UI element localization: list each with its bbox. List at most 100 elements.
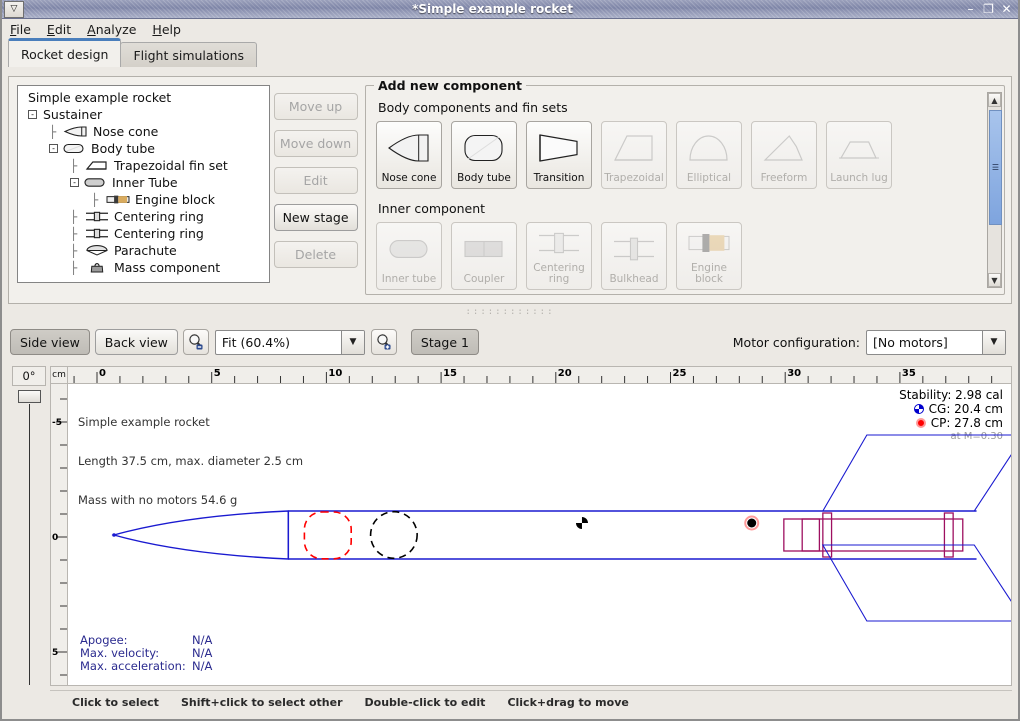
stat-value: N/A [192, 646, 213, 660]
tree-branch-icon: ├ [70, 226, 78, 241]
engine-block-icon [105, 193, 131, 206]
tree-item-inner-tube[interactable]: - Inner Tube [22, 174, 265, 191]
chevron-down-icon[interactable]: ▼ [340, 330, 364, 354]
new-stage-button[interactable]: New stage [273, 204, 358, 231]
tree-toggle-icon[interactable]: - [70, 178, 79, 187]
palette-button-label: Inner tube [381, 273, 437, 285]
chevron-down-icon[interactable]: ▼ [982, 330, 1005, 354]
zoom-in-icon[interactable] [370, 329, 397, 355]
add-new-component-panel: Add new component Body components and fi… [365, 78, 1005, 295]
tab-rocket-design[interactable]: Rocket design [8, 38, 122, 67]
rotation-slider[interactable] [12, 390, 46, 685]
trapezoidal-icon [602, 122, 666, 173]
scroll-up-icon[interactable]: ▲ [988, 93, 1001, 107]
tab-flight-simulations-label: Flight simulations [133, 47, 245, 63]
tree-button-column: Move up Move down Edit New stage Delete [270, 85, 361, 303]
svg-text:0: 0 [99, 368, 106, 379]
inner-component-button-coupler[interactable]: Coupler [451, 222, 517, 290]
motor-configuration-combo[interactable]: [No motors] ▼ [866, 329, 1006, 355]
move-up-button[interactable]: Move up [273, 93, 358, 120]
edit-button[interactable]: Edit [273, 167, 358, 194]
tree-item-mass-component[interactable]: ├ Mass component [22, 259, 265, 276]
minimize-button[interactable]: – [967, 1, 974, 16]
menu-analyze[interactable]: Analyze [87, 21, 137, 37]
palette-button-label: Bulkhead [609, 273, 659, 285]
tree-toggle-icon[interactable]: - [28, 110, 37, 119]
zoom-level-combo[interactable]: Fit (60.4%) ▼ [214, 329, 365, 355]
divider-grip-icon: :::::::::::: [465, 306, 555, 317]
palette-button-label: Engine block [691, 262, 727, 285]
tree-item-centering-ring[interactable]: ├ Centering ring [22, 208, 265, 225]
engine-block-icon [677, 223, 741, 263]
stat-key: Max. velocity: [80, 646, 160, 660]
side-view-button[interactable]: Side view [10, 329, 90, 355]
body-component-button-transition[interactable]: Transition [526, 121, 592, 189]
svg-text:15: 15 [443, 368, 457, 379]
move-down-button[interactable]: Move down [273, 130, 358, 157]
rocket-figure[interactable] [68, 384, 1012, 686]
svg-text:5: 5 [214, 368, 221, 379]
component-tree[interactable]: Simple example rocket - Sustainer ├ Nose c… [17, 85, 271, 283]
body-component-button-trapezoidal[interactable]: Trapezoidal [601, 121, 667, 189]
tab-flight-simulations[interactable]: Flight simulations [120, 42, 258, 67]
scroll-down-icon[interactable]: ▼ [988, 273, 1001, 287]
tree-item-trapezoidal-fin-set[interactable]: ├ Trapezoidal fin set [22, 157, 265, 174]
transition-icon [527, 122, 591, 173]
tree-item-engine-block[interactable]: ├ Engine block [22, 191, 265, 208]
body-component-button-elliptical[interactable]: Elliptical [676, 121, 742, 189]
cg-marker-icon [913, 404, 924, 414]
mach-row: at M=0.30 [899, 430, 1004, 444]
tree-branch-icon: ├ [70, 158, 78, 173]
inner-component-button-centering-ring[interactable]: Centering ring [526, 222, 592, 290]
centering-ring-icon [527, 223, 591, 263]
svg-text:5: 5 [52, 648, 58, 658]
menu-file-rest: ile [16, 21, 31, 37]
inner-component-button-engine-block[interactable]: Engine block [676, 222, 742, 290]
tree-node-list: - Sustainer ├ Nose cone - Body tube ├ Trapez… [22, 106, 265, 276]
tree-branch-icon: ├ [91, 192, 99, 207]
zoom-out-icon[interactable] [182, 329, 209, 355]
palette-button-label: Centering ring [533, 262, 585, 285]
tree-item-nose-cone[interactable]: ├ Nose cone [22, 123, 265, 140]
body-component-button-freeform[interactable]: Freeform [751, 121, 817, 189]
tree-item-sustainer[interactable]: - Sustainer [22, 106, 265, 123]
mass-component-icon [84, 261, 110, 274]
rotation-slider-track [29, 404, 30, 685]
body-component-button-nose-cone[interactable]: Nose cone [376, 121, 442, 189]
inner-component-button-inner-tube[interactable]: Inner tube [376, 222, 442, 290]
rotation-slider-knob[interactable] [18, 390, 41, 403]
tree-toggle-icon[interactable]: - [49, 144, 58, 153]
coupler-icon [452, 223, 516, 274]
delete-button[interactable]: Delete [273, 241, 358, 268]
tree-branch-icon: ├ [70, 243, 78, 258]
maximize-button[interactable]: ❐ [983, 1, 994, 16]
menu-help[interactable]: Help [152, 21, 181, 37]
inner-tube-icon [82, 176, 108, 189]
rocket-drawing-canvas[interactable]: Simple example rocket Length 37.5 cm, ma… [68, 384, 1012, 686]
inner-component-section-label: Inner component [378, 201, 486, 216]
tree-root[interactable]: Simple example rocket [22, 89, 265, 106]
menu-edit[interactable]: Edit [46, 21, 72, 37]
palette-scrollbar[interactable]: ▲ ☰ ▼ [987, 92, 1002, 288]
split-pane-divider[interactable]: :::::::::::: [8, 306, 1012, 317]
bulkhead-icon [602, 223, 666, 274]
menu-file[interactable]: File [10, 21, 31, 37]
inner-component-button-bulkhead[interactable]: Bulkhead [601, 222, 667, 290]
body-component-button-body-tube[interactable]: Body tube [451, 121, 517, 189]
svg-text:35: 35 [902, 368, 916, 379]
window-menu-icon[interactable]: ▽ [4, 0, 24, 18]
stage-1-button[interactable]: Stage 1 [410, 329, 479, 355]
rocket-info-text: Simple example rocket Length 37.5 cm, ma… [78, 390, 303, 533]
scrollbar-thumb[interactable]: ☰ [989, 110, 1002, 225]
status-bar: Click to select Shift+click to select ot… [50, 690, 1012, 714]
inner-component-palette: Inner tube Coupler Centering ring Bulkhea… [376, 222, 998, 290]
stability-info: Stability: 2.98 cal CG: 20.4 cm CP: 27.8… [899, 388, 1003, 444]
tree-item-body-tube[interactable]: - Body tube [22, 140, 265, 157]
body-component-button-launch-lug[interactable]: Launch lug [826, 121, 892, 189]
tree-item-parachute[interactable]: ├ Parachute [22, 242, 265, 259]
cg-row: CG: 20.4 cm [899, 402, 1003, 416]
close-button[interactable]: ✕ [1001, 1, 1012, 16]
back-view-button[interactable]: Back view [94, 329, 178, 355]
tree-item-centering-ring[interactable]: ├ Centering ring [22, 225, 265, 242]
tree-item-label: Mass component [114, 260, 221, 275]
